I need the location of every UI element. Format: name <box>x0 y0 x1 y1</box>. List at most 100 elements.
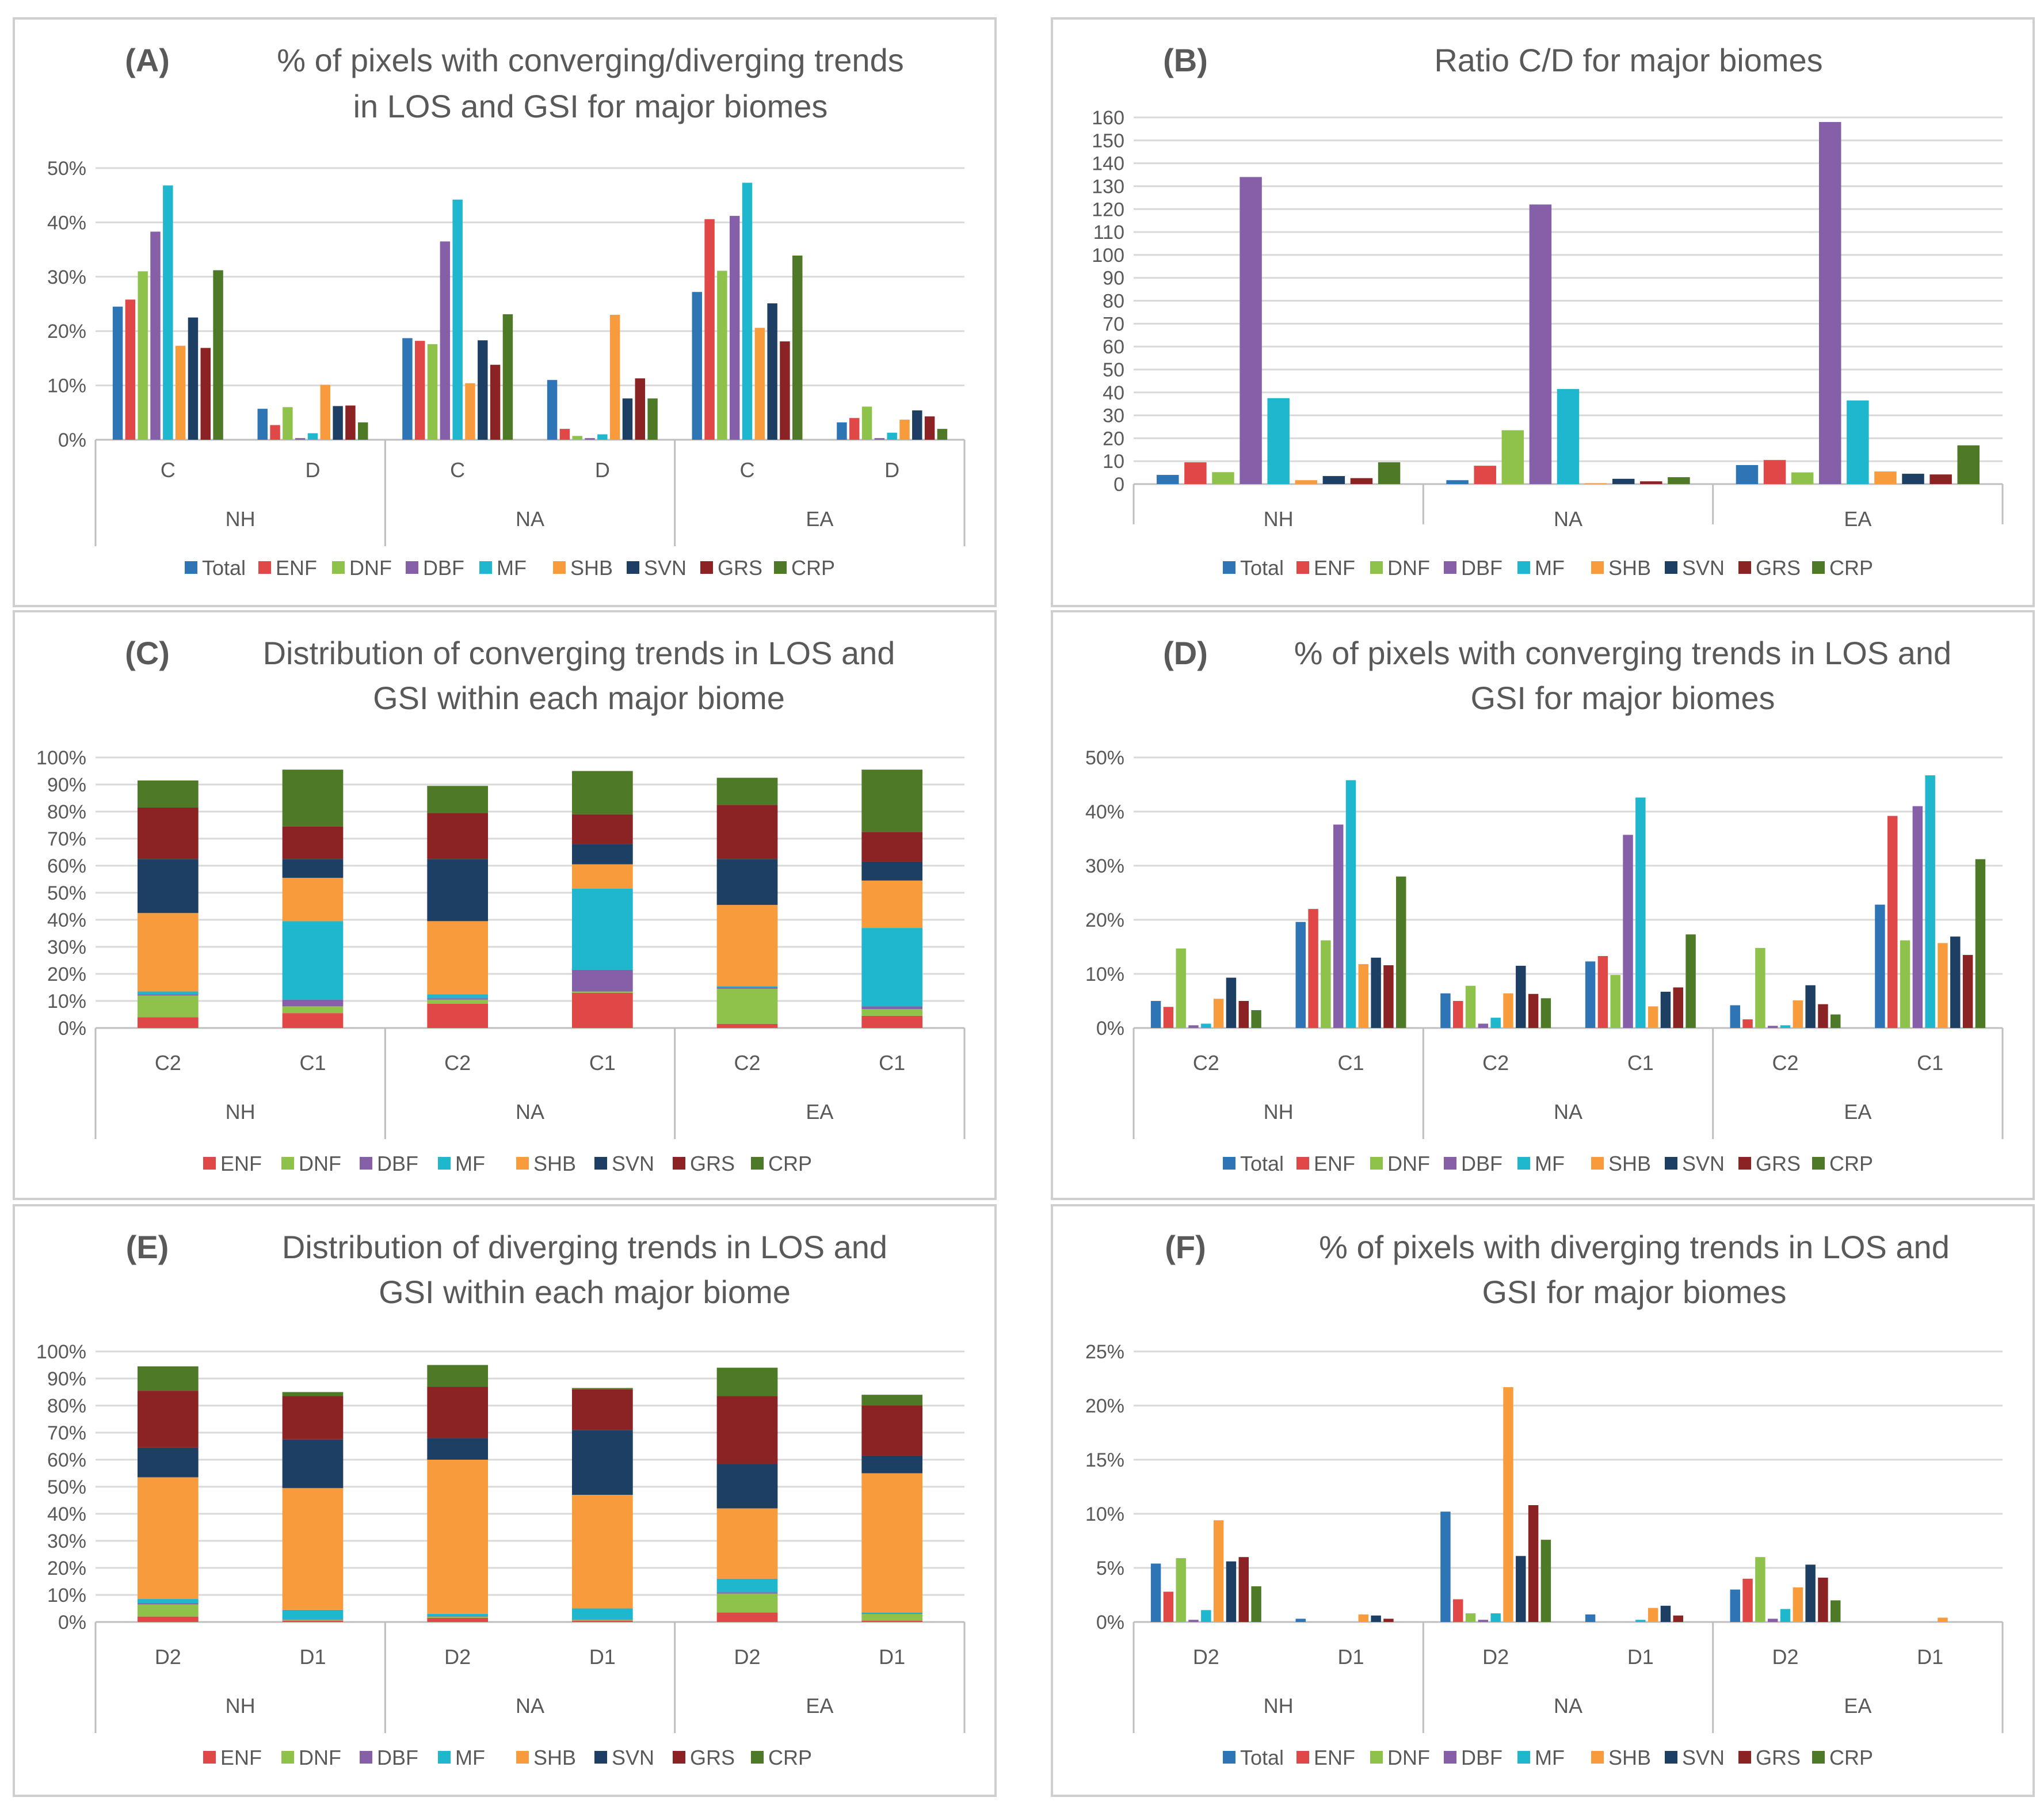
bar-dbf <box>1623 835 1633 1028</box>
y-tick-label: 50 <box>1103 359 1124 381</box>
legend-label-enf: ENF <box>1314 556 1355 580</box>
x-subcategory-label: D <box>306 458 321 482</box>
stack-segment-shb <box>716 1508 778 1579</box>
stack-segment-svn <box>716 1464 778 1509</box>
bar-svn <box>1950 936 1961 1028</box>
legend-label-crp: CRP <box>768 1152 812 1175</box>
y-tick-label: 50% <box>47 882 86 904</box>
bar-shb <box>1793 1587 1803 1622</box>
stack-segment-dbf <box>861 1613 923 1614</box>
bar-shb <box>1295 480 1318 484</box>
bar-total <box>1736 464 1759 484</box>
legend-label-enf: ENF <box>1314 1746 1355 1769</box>
legend-label-svn: SVN <box>1682 1746 1725 1769</box>
bar-dbf <box>1478 1023 1489 1028</box>
stack-segment-shb <box>861 1473 923 1613</box>
y-tick-label: 40 <box>1103 382 1124 404</box>
stack-segment-enf <box>137 1616 199 1622</box>
bar-dbf <box>1767 1619 1778 1622</box>
legend-swatch-shb <box>1591 561 1604 574</box>
bar-dnf <box>572 436 582 440</box>
legend-label-dnf: DNF <box>349 556 392 580</box>
stack-segment-crp <box>571 771 633 814</box>
bar-mf <box>1267 398 1290 484</box>
legend-label-mf: MF <box>1535 556 1565 580</box>
stack-segment-svn <box>716 859 778 905</box>
legend-swatch-crp <box>751 1157 764 1170</box>
chart-title-line: GSI for major biomes <box>1470 680 1775 716</box>
legend-label-shb: SHB <box>533 1152 576 1175</box>
bar-crp <box>1685 934 1696 1028</box>
stack-segment-dbf <box>137 1603 199 1605</box>
x-subcategory-label: C2 <box>155 1051 181 1075</box>
legend-label-dbf: DBF <box>1461 556 1503 580</box>
bar-dbf <box>1188 1025 1199 1028</box>
bar-grs <box>1640 481 1662 484</box>
chart-panel-c: Distribution of converging trends in LOS… <box>13 610 997 1200</box>
stack-segment-dbf <box>716 1592 778 1594</box>
bar-shb <box>1938 1617 1948 1622</box>
stack-segment-mf <box>716 986 778 988</box>
bar-grs <box>490 364 501 440</box>
bar-enf <box>1742 1578 1753 1622</box>
bar-crp <box>1540 1540 1551 1622</box>
bar-svn <box>1805 1564 1816 1622</box>
y-tick-label: 50% <box>1085 747 1124 769</box>
stack-segment-dnf <box>716 988 778 1024</box>
x-subcategory-label: C2 <box>734 1051 760 1075</box>
stack-segment-dnf <box>716 1593 778 1613</box>
y-tick-label: 100% <box>36 747 86 769</box>
bar-crp <box>213 270 223 440</box>
chart-panel-d: % of pixels with converging trends in LO… <box>1051 610 2035 1200</box>
y-tick-label: 0% <box>58 1018 86 1040</box>
stack-segment-grs <box>282 1396 344 1440</box>
bar-shb <box>1584 483 1607 484</box>
stack-segment-enf <box>716 1023 778 1028</box>
y-tick-label: 80% <box>47 801 86 823</box>
bar-enf <box>1453 1599 1463 1622</box>
bar-total <box>692 292 702 440</box>
x-subcategory-label: D <box>884 458 899 482</box>
stack-segment-mf <box>137 1599 199 1604</box>
x-group-label: EA <box>806 1100 833 1124</box>
stack-segment-shb <box>427 1460 489 1614</box>
bar-mf <box>163 185 173 440</box>
x-subcategory-label: C1 <box>879 1051 905 1075</box>
legend-swatch-shb <box>516 1751 529 1764</box>
stack-segment-svn <box>137 859 199 913</box>
chart-f-svg: % of pixels with diverging trends in LOS… <box>1085 1229 2004 1769</box>
x-subcategory-label: C <box>740 458 755 482</box>
legend-label-shb: SHB <box>570 556 613 580</box>
x-subcategory-label: D1 <box>299 1645 326 1669</box>
chart-title-letter: (B) <box>1163 42 1208 78</box>
bar-dnf <box>1176 948 1186 1028</box>
stack-segment-dnf <box>427 1616 489 1618</box>
y-tick-label: 110 <box>1093 222 1124 243</box>
bar-enf <box>1163 1007 1174 1028</box>
x-group-label: NA <box>1554 1694 1582 1718</box>
bar-svn <box>1371 957 1381 1028</box>
bar-enf <box>1184 462 1207 484</box>
stack-segment-svn <box>427 859 489 922</box>
legend-swatch-shb <box>516 1157 529 1170</box>
stack-segment-enf <box>427 1003 489 1028</box>
bar-mf <box>1557 389 1580 484</box>
legend-label-mf: MF <box>497 556 527 580</box>
bar-enf <box>1308 909 1318 1028</box>
stack-segment-dbf <box>571 969 633 992</box>
bar-svn <box>333 406 343 440</box>
legend-label-svn: SVN <box>612 1746 654 1769</box>
y-tick-label: 100 <box>1092 245 1124 266</box>
x-subcategory-label: D2 <box>1772 1645 1798 1669</box>
legend-swatch-dnf <box>281 1157 294 1170</box>
stack-segment-mf <box>716 1578 778 1593</box>
stack-segment-crp <box>716 778 778 805</box>
bar-grs <box>1528 1505 1539 1622</box>
x-group-label: NA <box>516 507 544 531</box>
bar-mf <box>597 434 608 440</box>
bar-shb <box>609 314 620 440</box>
bar-dnf <box>1791 472 1814 484</box>
y-tick-label: 0% <box>58 1612 86 1634</box>
y-tick-label: 20% <box>47 964 86 985</box>
y-tick-label: 90% <box>47 774 86 796</box>
